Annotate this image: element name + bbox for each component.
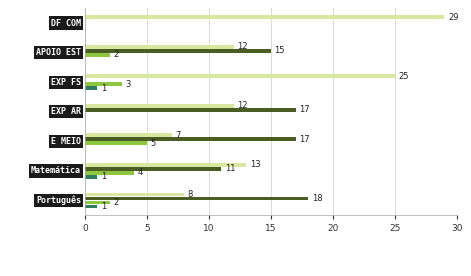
Text: APOIO EST: APOIO EST (36, 48, 81, 57)
Bar (85, 49, 271, 52)
Text: 17: 17 (300, 105, 310, 114)
Text: 4: 4 (138, 168, 143, 177)
Bar (85, 201, 110, 205)
Text: 1: 1 (101, 84, 106, 93)
Text: 11: 11 (225, 164, 236, 173)
Text: 3: 3 (126, 80, 131, 89)
Text: 1: 1 (101, 172, 106, 181)
Text: 7: 7 (175, 131, 181, 140)
Bar (85, 137, 296, 141)
Bar (85, 141, 147, 145)
Bar (85, 171, 134, 175)
Text: EXP FS: EXP FS (51, 78, 81, 87)
Bar (85, 86, 97, 90)
Text: E MEIO: E MEIO (51, 137, 81, 146)
Bar (85, 175, 97, 179)
Text: 8: 8 (188, 190, 193, 199)
Text: Matemática: Matemática (31, 166, 81, 176)
Text: 12: 12 (237, 42, 248, 51)
Text: 2: 2 (114, 198, 119, 207)
Bar (85, 74, 395, 78)
Text: Português: Português (36, 196, 81, 205)
Text: 1: 1 (101, 202, 106, 211)
Bar (85, 205, 97, 208)
Text: 18: 18 (312, 194, 322, 203)
Bar (85, 108, 296, 112)
Bar (85, 15, 445, 19)
Bar (85, 133, 171, 137)
Bar (85, 53, 110, 57)
Text: 2: 2 (114, 50, 119, 59)
Bar (85, 163, 246, 167)
Text: DF COM: DF COM (51, 18, 81, 28)
Bar (85, 45, 234, 49)
Text: 17: 17 (300, 135, 310, 144)
Text: 12: 12 (237, 101, 248, 110)
Bar (85, 82, 122, 86)
Text: 13: 13 (250, 160, 260, 169)
Bar (85, 193, 184, 197)
Bar (85, 104, 234, 108)
Text: EXP AR: EXP AR (51, 107, 81, 116)
Text: 15: 15 (275, 46, 285, 55)
Bar (85, 167, 221, 171)
Text: 29: 29 (448, 13, 459, 22)
Text: 25: 25 (398, 72, 409, 81)
Text: 5: 5 (151, 139, 156, 148)
Bar (85, 197, 308, 200)
